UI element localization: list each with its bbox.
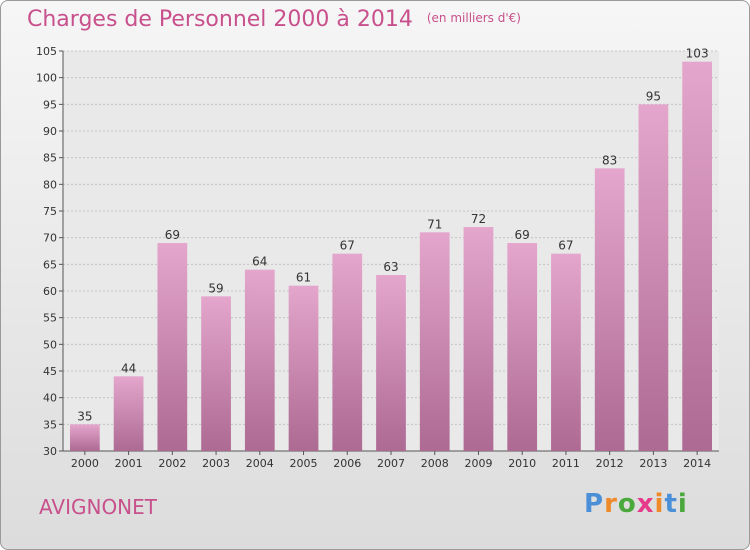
x-tick-label: 2008 [421, 457, 449, 470]
bar-value-label: 44 [121, 361, 136, 375]
logo-letter: o [617, 489, 637, 519]
logo-letter: t [664, 489, 678, 519]
y-tick-label: 70 [43, 232, 57, 245]
x-tick-label: 2003 [202, 457, 230, 470]
y-tick-label: 100 [36, 72, 57, 85]
bar [507, 243, 538, 451]
bar [332, 253, 363, 451]
y-tick-label: 90 [43, 125, 57, 138]
y-tick-label: 75 [43, 205, 57, 218]
bar-value-label: 63 [383, 260, 398, 274]
bar [69, 424, 100, 451]
y-tick-label: 95 [43, 98, 57, 111]
bar [682, 61, 713, 452]
x-tick-label: 2001 [115, 457, 143, 470]
bar [594, 168, 625, 452]
bar-value-label: 72 [471, 212, 486, 226]
title-text: Charges de Personnel 2000 à 2014 [27, 7, 413, 32]
x-tick-label: 2009 [464, 457, 492, 470]
logo-letter: P [584, 489, 605, 519]
logo-letter: x [636, 489, 655, 519]
x-tick-label: 2012 [596, 457, 624, 470]
bar [288, 285, 319, 451]
y-tick-label: 65 [43, 258, 57, 271]
y-tick-label: 30 [43, 445, 57, 458]
x-tick-label: 2007 [377, 457, 405, 470]
bar [244, 269, 275, 451]
bar [157, 243, 188, 451]
bar [113, 376, 144, 451]
bar-value-label: 69 [515, 228, 530, 242]
bar [551, 253, 581, 451]
bar [463, 227, 494, 451]
bar [201, 296, 231, 451]
bar-value-label: 59 [208, 281, 223, 295]
bar-value-label: 67 [558, 239, 573, 253]
bar-value-label: 67 [340, 239, 355, 253]
chart-title: Charges de Personnel 2000 à 2014 (en mill… [27, 7, 521, 32]
y-tick-label: 105 [36, 45, 57, 58]
y-tick-label: 40 [43, 392, 57, 405]
x-tick-label: 2002 [158, 457, 186, 470]
x-tick-label: 2014 [683, 457, 711, 470]
logo-letter: i [677, 489, 688, 519]
x-tick-label: 2006 [333, 457, 361, 470]
y-tick-label: 85 [43, 152, 57, 165]
x-tick-label: 2004 [246, 457, 274, 470]
bar-value-label: 69 [165, 228, 180, 242]
bar [419, 232, 450, 451]
commune-name: AVIGNONET [39, 495, 157, 519]
x-tick-label: 2005 [290, 457, 318, 470]
y-tick-label: 50 [43, 338, 57, 351]
bar-value-label: 95 [646, 89, 661, 103]
y-tick-label: 60 [43, 285, 57, 298]
x-tick-label: 2013 [639, 457, 667, 470]
unit-note: (en milliers d'€) [426, 11, 521, 25]
x-tick-label: 2011 [552, 457, 580, 470]
y-tick-label: 80 [43, 178, 57, 191]
bar [376, 275, 406, 451]
bar-value-label: 83 [602, 153, 617, 167]
y-tick-label: 35 [43, 418, 57, 431]
y-tick-label: 55 [43, 312, 57, 325]
logo-letter: i [654, 489, 665, 519]
bar-value-label: 35 [77, 409, 92, 423]
proxiti-logo: Proxiti [584, 489, 688, 519]
bar-value-label: 71 [427, 217, 442, 231]
x-tick-label: 2010 [508, 457, 536, 470]
x-tick-label: 2000 [71, 457, 99, 470]
bar [638, 104, 669, 451]
bar-value-label: 64 [252, 255, 267, 269]
y-tick-label: 45 [43, 365, 57, 378]
bar-value-label: 103 [686, 47, 709, 61]
logo-letter: r [604, 489, 618, 519]
bar-value-label: 61 [296, 271, 311, 285]
